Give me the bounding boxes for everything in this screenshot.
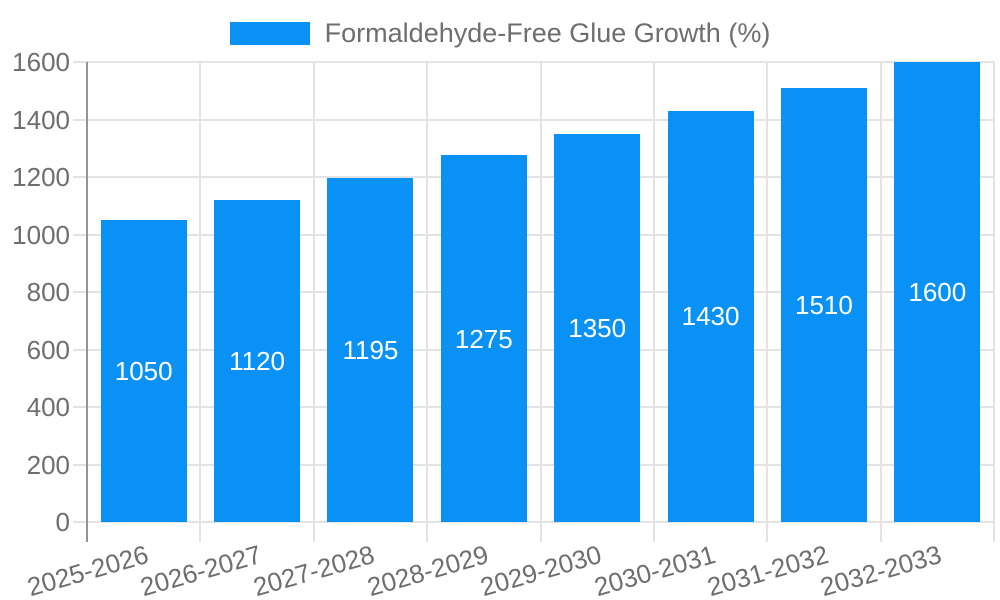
bar-value-label: 1195: [342, 335, 399, 366]
y-tick-label: 0: [55, 507, 70, 537]
bar-value-label: 1430: [681, 301, 740, 332]
bar-value-label: 1350: [568, 312, 627, 343]
legend-label: Formaldehyde-Free Glue Growth (%): [324, 17, 771, 48]
y-tick-label: 200: [26, 449, 70, 480]
bar-value-label: 1050: [114, 356, 173, 387]
bar: 1050: [100, 220, 187, 522]
y-tick-label: 800: [26, 277, 70, 307]
plot-area: 1050 1120 1195 1275 1350 1430 1510 1600: [73, 61, 995, 542]
y-tick-label: 1600: [12, 47, 70, 77]
y-tick-label: 600: [26, 334, 70, 365]
bar: 1510: [780, 87, 867, 522]
h-gridline: [73, 348, 994, 351]
bar-value-label: 1275: [454, 323, 513, 354]
legend-swatch-icon: [229, 21, 310, 45]
bar-value-label: 1600: [908, 277, 967, 307]
h-gridline: [73, 406, 994, 408]
v-gridline: [993, 62, 995, 542]
y-tick-label: 400: [26, 392, 70, 422]
bar: 1195: [327, 178, 414, 522]
v-gridline: [652, 62, 655, 542]
v-gridline: [426, 62, 429, 542]
h-gridline: [73, 521, 994, 523]
bar-value-label: 1120: [229, 346, 286, 376]
bar-value-label: 1510: [795, 289, 853, 320]
bar: 1430: [667, 110, 754, 522]
h-gridline: [73, 61, 994, 63]
bar: 1120: [214, 200, 301, 522]
y-tick-label: 1400: [12, 104, 70, 135]
v-gridline: [199, 62, 202, 542]
h-gridline: [73, 118, 994, 121]
y-tick-label: 1200: [12, 162, 70, 192]
v-gridline: [879, 62, 882, 542]
y-tick-label: 1000: [12, 219, 70, 250]
bar: 1275: [440, 155, 527, 522]
v-gridline: [312, 62, 315, 542]
h-gridline: [73, 233, 994, 236]
h-gridline: [73, 463, 994, 466]
bar: 1600: [894, 62, 981, 522]
h-gridline: [73, 291, 994, 293]
h-gridline: [73, 176, 994, 178]
bar: 1350: [554, 133, 641, 522]
legend[interactable]: Formaldehyde-Free Glue Growth (%): [0, 18, 1000, 48]
y-axis-line: [86, 62, 88, 542]
v-gridline: [539, 62, 542, 542]
v-gridline: [766, 62, 769, 542]
